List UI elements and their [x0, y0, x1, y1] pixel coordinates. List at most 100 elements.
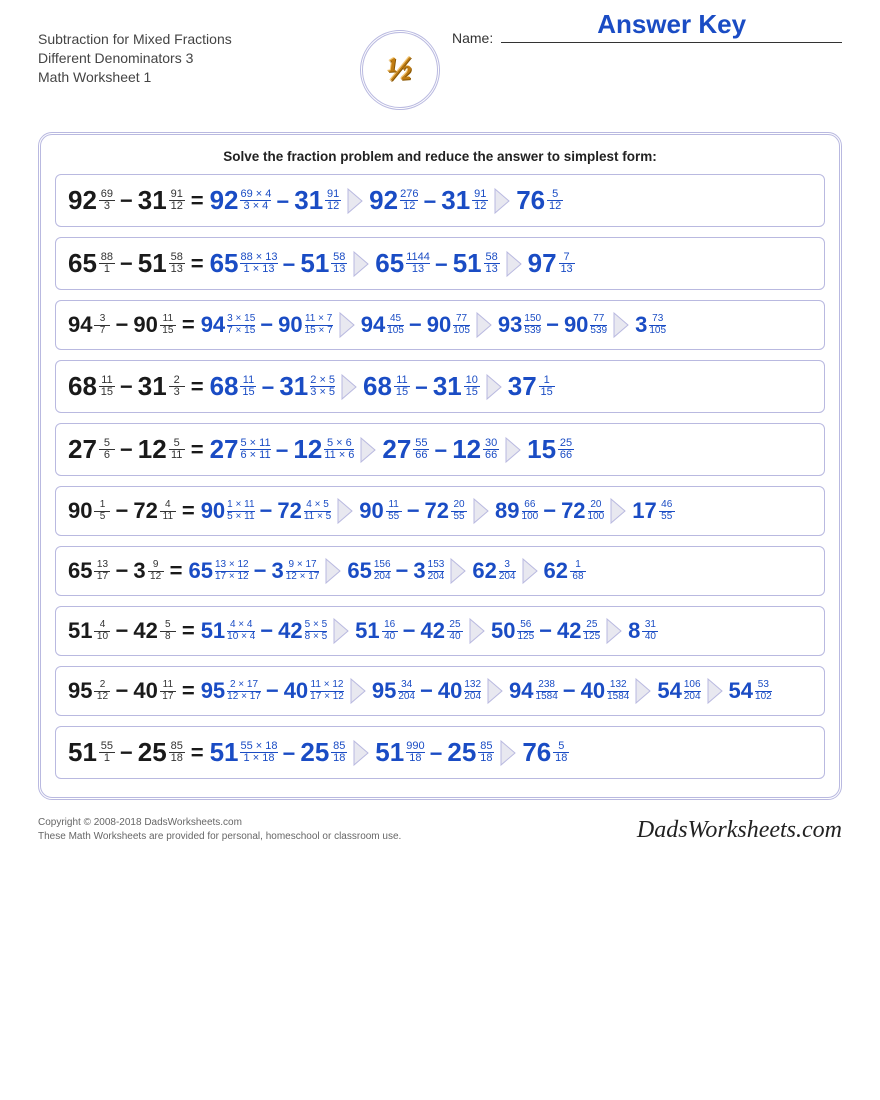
operator: −	[276, 438, 289, 463]
solution-step: 5056125−4225125	[491, 618, 600, 644]
mixed-fraction: 123066	[452, 434, 499, 465]
solution-step: 65114413−515813	[375, 248, 499, 279]
equals: =	[191, 251, 204, 277]
equals: =	[191, 188, 204, 214]
operator: −	[120, 188, 133, 214]
mixed-fraction: 51551	[68, 737, 115, 768]
solution-step: 275566−123066	[382, 434, 499, 465]
problems-panel: Solve the fraction problem and reduce th…	[38, 132, 842, 800]
problem-row: 651317−3912=6513 × 1217 × 12−39 × 1712 ×…	[55, 546, 825, 596]
solution-step: 5155 × 181 × 18−258518	[210, 737, 348, 768]
mixed-fraction: 942381584	[509, 678, 558, 704]
problem-row: 681115−3123=681115−312 × 53 × 5681115−31…	[55, 360, 825, 413]
solution-step: 942381584−401321584	[509, 678, 629, 704]
arrow-icon	[494, 187, 510, 215]
equals: =	[182, 618, 195, 644]
instruction: Solve the fraction problem and reduce th…	[55, 149, 825, 164]
name-label: Name:	[452, 30, 493, 46]
arrow-icon	[500, 739, 516, 767]
solution-step: 93150539−9077539	[498, 312, 607, 338]
mixed-fraction: 319112	[294, 185, 341, 216]
mixed-fraction: 511640	[355, 618, 397, 644]
operator: −	[276, 189, 289, 214]
solution-step: 97713	[528, 248, 575, 279]
mixed-fraction: 901155	[359, 498, 401, 524]
mixed-fraction: 65156204	[347, 558, 390, 584]
problem-row: 51551−258518=5155 × 181 × 18−25851851990…	[55, 726, 825, 779]
mixed-fraction: 651317	[68, 558, 110, 584]
solution-step: 9534204−40132204	[372, 678, 481, 704]
mixed-fraction: 258518	[447, 737, 494, 768]
operator: −	[423, 189, 436, 214]
solution-step: 514 × 410 × 4−425 × 58 × 5	[201, 618, 327, 644]
arrow-icon	[333, 617, 349, 645]
mixed-fraction: 76512	[516, 185, 563, 216]
equals: =	[182, 498, 195, 524]
solution-step: 54106204	[657, 678, 700, 704]
problem-row: 65881−515813=6588 × 131 × 13−51581365114…	[55, 237, 825, 290]
operator: −	[115, 678, 128, 704]
header: Subtraction for Mixed Fractions Differen…	[38, 30, 842, 110]
operator: −	[539, 618, 552, 643]
mixed-fraction: 9011 × 715 × 7	[278, 312, 333, 338]
mixed-fraction: 515813	[300, 248, 347, 279]
solution-step: 681115−312 × 53 × 5	[210, 371, 335, 402]
fraction-icon: ½	[385, 50, 416, 90]
operator: −	[420, 678, 433, 703]
mixed-fraction: 724 × 511 × 5	[277, 498, 331, 524]
mixed-fraction: 97713	[528, 248, 575, 279]
mixed-fraction: 7220100	[561, 498, 604, 524]
mixed-fraction: 5199018	[375, 737, 424, 768]
arrow-icon	[505, 436, 521, 464]
mixed-fraction: 4011 × 1217 × 12	[284, 678, 344, 704]
solution-step: 6513 × 1217 × 12−39 × 1712 × 17	[188, 558, 319, 584]
problem-row: 92693−319112=9269 × 43 × 4−3191129227612…	[55, 174, 825, 227]
solution-step: 174655	[632, 498, 674, 524]
arrow-icon	[353, 739, 369, 767]
equals: =	[191, 740, 204, 766]
mixed-fraction: 515813	[138, 248, 185, 279]
mixed-fraction: 425 × 58 × 5	[278, 618, 327, 644]
arrow-icon	[476, 311, 492, 339]
arrow-icon	[707, 677, 723, 705]
mixed-fraction: 3912	[133, 558, 163, 584]
equals: =	[182, 678, 195, 704]
operator: −	[120, 437, 133, 463]
operator: −	[261, 375, 274, 400]
mixed-fraction: 5056125	[491, 618, 534, 644]
equals: =	[182, 312, 195, 338]
mixed-fraction: 3123	[138, 371, 185, 402]
solution-step: 9445105−9077105	[361, 312, 470, 338]
solution-step: 65156204−3153204	[347, 558, 444, 584]
mixed-fraction: 4225125	[557, 618, 600, 644]
arrow-icon	[506, 250, 522, 278]
arrow-icon	[325, 557, 341, 585]
title-line-2: Different Denominators 3	[38, 49, 348, 68]
mixed-fraction: 319112	[138, 185, 185, 216]
mixed-fraction: 12511	[138, 434, 185, 465]
solution-step: 5453102	[729, 678, 772, 704]
operator: −	[563, 678, 576, 703]
mixed-fraction: 152566	[527, 434, 574, 465]
arrow-icon	[635, 677, 651, 705]
mixed-fraction: 6513 × 1217 × 12	[188, 558, 248, 584]
mixed-fraction: 275566	[382, 434, 429, 465]
problem-row: 9437−901115=943 × 157 × 15−9011 × 715 × …	[55, 300, 825, 350]
arrow-icon	[522, 557, 538, 585]
mixed-fraction: 9077539	[564, 312, 607, 338]
mixed-fraction: 401117	[133, 678, 175, 704]
operator: −	[260, 498, 273, 523]
arrow-icon	[347, 187, 363, 215]
mixed-fraction: 95212	[68, 678, 110, 704]
operator: −	[403, 618, 416, 643]
solution-step: 952 × 1712 × 17−4011 × 1217 × 12	[201, 678, 344, 704]
solution-step: 9227612−319112	[369, 185, 488, 216]
operator: −	[435, 252, 448, 277]
solution-step: 373105	[635, 312, 666, 338]
mixed-fraction: 62168	[544, 558, 586, 584]
footer-left: Copyright © 2008-2018 DadsWorksheets.com…	[38, 816, 401, 844]
solution-step: 83140	[628, 618, 658, 644]
footer-brand: DadsWorksheets.com	[637, 817, 842, 844]
mixed-fraction: 72411	[133, 498, 175, 524]
mixed-fraction: 9445105	[361, 312, 404, 338]
